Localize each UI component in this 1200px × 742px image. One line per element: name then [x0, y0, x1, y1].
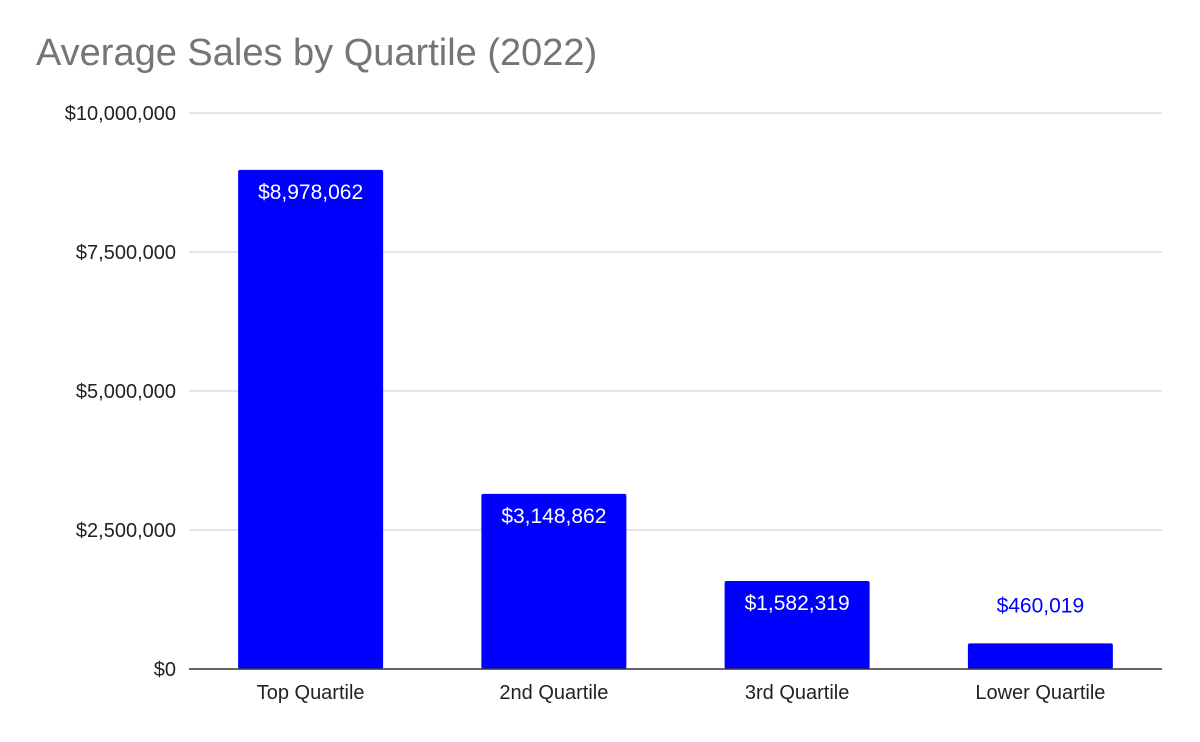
x-tick-label: Lower Quartile	[975, 682, 1105, 704]
bar-data-label: $460,019	[997, 594, 1085, 617]
x-tick-label: Top Quartile	[257, 682, 365, 704]
bar-data-label: $1,582,319	[745, 592, 850, 615]
y-tick-label: $5,000,000	[76, 381, 176, 403]
bar-3rd-quartile	[724, 581, 870, 669]
y-tick-label: $0	[154, 659, 176, 681]
bar-data-label: $8,978,062	[258, 181, 363, 204]
bar-lower-quartile	[967, 643, 1113, 669]
x-tick-label: 3rd Quartile	[745, 682, 850, 704]
x-tick-label: 2nd Quartile	[499, 682, 608, 704]
chart-title: Average Sales by Quartile (2022)	[36, 32, 598, 74]
y-tick-label: $7,500,000	[76, 242, 176, 264]
y-tick-label: $10,000,000	[65, 103, 176, 125]
bar-data-label: $3,148,862	[501, 505, 606, 528]
bar-top-quartile	[238, 169, 384, 669]
y-tick-label: $2,500,000	[76, 520, 176, 542]
bar-2nd-quartile	[481, 493, 627, 669]
